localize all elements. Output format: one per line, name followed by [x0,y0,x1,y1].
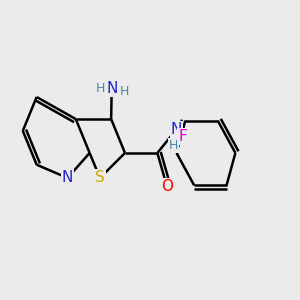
Text: F: F [178,129,187,144]
Text: N: N [62,170,73,185]
Text: H: H [95,82,105,95]
Text: H: H [169,139,178,152]
Text: N: N [106,81,117,96]
Text: H: H [119,85,129,98]
Text: O: O [161,179,173,194]
Text: N: N [171,122,182,137]
Text: S: S [95,170,105,185]
